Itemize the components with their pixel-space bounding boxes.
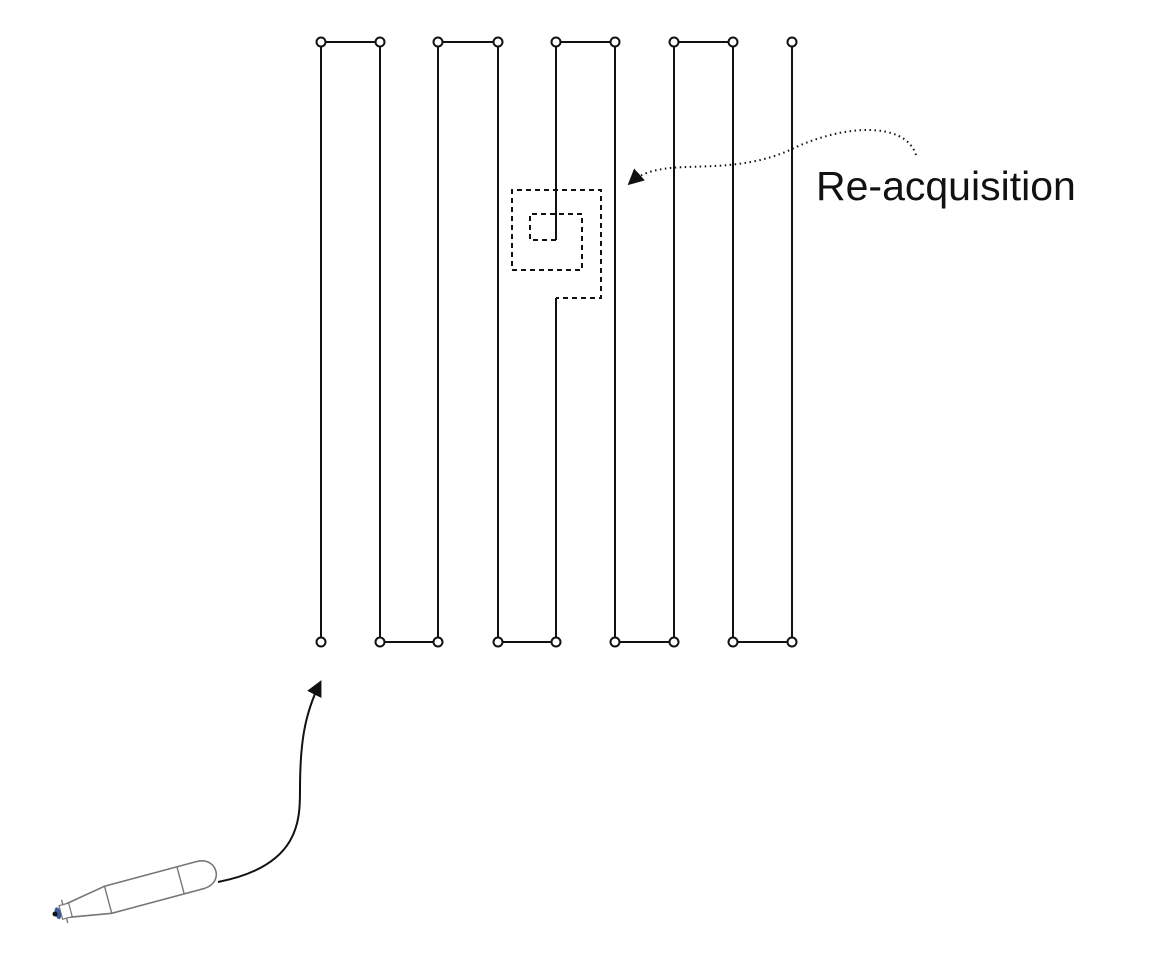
waypoint-markers — [315, 36, 798, 648]
waypoint-marker — [492, 636, 504, 648]
survey-path — [320, 41, 793, 643]
waypoint-marker — [727, 636, 739, 648]
approach-arrow-icon — [217, 680, 322, 883]
waypoint-marker — [374, 636, 386, 648]
waypoint-marker — [668, 636, 680, 648]
auv-vehicle-icon — [52, 860, 218, 924]
waypoint-marker — [609, 36, 621, 48]
waypoint-marker — [727, 36, 739, 48]
survey-track-segment-2 — [614, 41, 793, 643]
waypoint-marker — [315, 36, 327, 48]
reacquisition-spiral — [511, 189, 602, 299]
waypoint-marker — [786, 36, 798, 48]
survey-track-segment-1 — [320, 41, 557, 643]
reacquisition-label: Re-acquisition — [816, 163, 1076, 209]
waypoint-marker — [374, 36, 386, 48]
waypoint-marker — [492, 36, 504, 48]
waypoint-marker — [550, 36, 562, 48]
waypoint-marker — [668, 36, 680, 48]
waypoint-marker — [609, 636, 621, 648]
waypoint-marker — [315, 636, 327, 648]
waypoint-marker — [550, 636, 562, 648]
waypoint-marker — [432, 36, 444, 48]
waypoint-marker — [786, 636, 798, 648]
waypoint-marker — [432, 636, 444, 648]
